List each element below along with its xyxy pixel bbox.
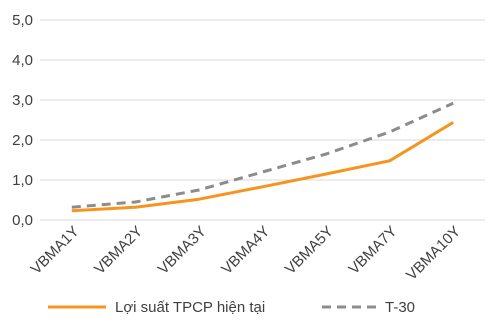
- x-tick-label: VBMA10Y: [403, 223, 464, 284]
- legend-label: Lợi suất TPCP hiện tại: [115, 299, 265, 316]
- x-tick-label: VBMA1Y: [28, 223, 83, 278]
- gridlines: [40, 19, 485, 221]
- y-tick-label: 3,0: [12, 92, 33, 109]
- legend-label: T-30: [385, 299, 415, 316]
- y-axis-ticks: 0,0 1,0 2,0 3,0 4,0 5,0: [12, 12, 33, 229]
- series-line: [71, 101, 454, 209]
- legend: Lợi suất TPCP hiện tại T-30: [48, 299, 415, 316]
- series-line: [71, 121, 454, 213]
- y-tick-label: 0,0: [12, 212, 33, 229]
- x-tick-label: VBMA5Y: [282, 223, 337, 278]
- x-tick-label: VBMA7Y: [345, 223, 400, 278]
- x-tick-label: VBMA2Y: [91, 223, 146, 278]
- series-lines: [71, 101, 454, 213]
- x-tick-label: VBMA4Y: [218, 223, 273, 278]
- x-tick-label: VBMA3Y: [155, 223, 210, 278]
- y-tick-label: 4,0: [12, 52, 33, 69]
- y-tick-label: 5,0: [12, 12, 33, 29]
- x-axis-ticks: VBMA1Y VBMA2Y VBMA3Y VBMA4Y VBMA5Y VBMA7Y VBMA…: [28, 223, 464, 284]
- y-tick-label: 2,0: [12, 132, 33, 149]
- y-tick-label: 1,0: [12, 172, 33, 189]
